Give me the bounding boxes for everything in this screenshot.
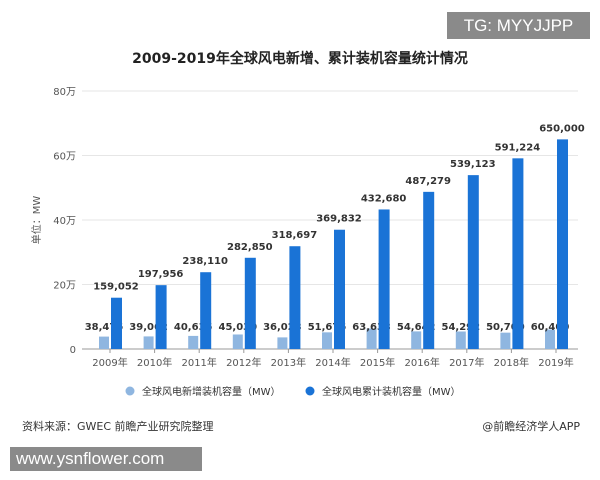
x-tick-label: 2017年	[449, 356, 484, 369]
source-note: 资料来源：GWEC 前瞻产业研究院整理	[22, 420, 214, 433]
bar-new	[99, 336, 109, 349]
y-axis-label: 单位：MW	[30, 196, 43, 245]
data-label: 487,279	[405, 176, 451, 187]
bar-cumulative	[423, 191, 435, 349]
credit-note: @前瞻经济学人APP	[482, 420, 580, 433]
data-label: 318,697	[272, 230, 318, 241]
y-tick-label: 0	[70, 345, 76, 356]
bar-new	[277, 337, 288, 349]
bar-cumulative	[289, 246, 301, 349]
watermark-bottom: www.ysnflower.com	[10, 447, 202, 471]
data-label: 282,850	[227, 242, 273, 253]
data-label: 650,000	[539, 123, 585, 134]
data-label: 51,675	[308, 322, 347, 333]
bar-new	[322, 332, 332, 349]
data-label: 38,475	[85, 322, 124, 333]
bar-cumulative	[467, 175, 479, 349]
data-label: 54,642	[397, 322, 436, 333]
y-tick-label: 60万	[53, 152, 76, 163]
bar-cumulative	[334, 229, 345, 349]
legend-label: 全球风电新增装机容量（MW）	[142, 385, 281, 398]
data-label: 39,062	[129, 322, 168, 333]
watermark-top: TG: MYYJJPP	[447, 12, 590, 39]
y-tick-label: 40万	[53, 216, 76, 227]
data-label: 36,023	[263, 322, 302, 333]
legend-marker	[125, 386, 135, 396]
x-tick-label: 2012年	[226, 356, 261, 369]
x-tick-label: 2011年	[181, 356, 216, 369]
bar-new	[366, 328, 377, 349]
bar-new	[545, 329, 555, 349]
data-label: 63,633	[352, 322, 391, 333]
bar-cumulative	[200, 272, 212, 349]
x-tick-label: 2014年	[315, 356, 350, 369]
data-label: 50,700	[486, 322, 525, 333]
data-label: 369,832	[316, 214, 362, 225]
x-tick-label: 2015年	[360, 356, 395, 369]
x-tick-label: 2018年	[494, 356, 529, 369]
bar-new	[500, 332, 511, 349]
bar-new	[232, 334, 243, 349]
data-label: 197,956	[138, 269, 184, 280]
data-label: 159,052	[93, 282, 139, 293]
bar-new	[188, 335, 199, 349]
bar-cumulative	[155, 285, 167, 349]
data-label: 432,680	[361, 193, 407, 204]
x-tick-label: 2009年	[92, 356, 127, 369]
x-tick-label: 2019年	[538, 356, 573, 369]
y-tick-label: 80万	[53, 87, 76, 98]
bar-cumulative	[557, 139, 568, 349]
x-tick-label: 2010年	[137, 356, 172, 369]
data-label: 238,110	[182, 256, 228, 267]
bar-cumulative	[512, 158, 524, 349]
data-label: 45,030	[219, 322, 258, 333]
bar-cumulative	[111, 297, 122, 349]
bar-new	[143, 336, 154, 349]
legend-marker	[305, 386, 315, 396]
data-label: 539,123	[450, 159, 496, 170]
data-label: 591,224	[495, 142, 541, 153]
data-label: 60,400	[531, 322, 570, 333]
chart-title: 2009-2019年全球风电新增、累计装机容量统计情况	[132, 51, 468, 67]
data-label: 54,292	[442, 322, 481, 333]
x-tick-label: 2013年	[271, 356, 306, 369]
bar-new	[455, 331, 466, 349]
x-tick-label: 2016年	[404, 356, 439, 369]
y-tick-label: 20万	[53, 281, 76, 292]
bar-cumulative	[244, 257, 256, 349]
legend-label: 全球风电累计装机容量（MW）	[322, 385, 461, 398]
bar-new	[411, 331, 422, 349]
bar-cumulative	[378, 209, 390, 349]
data-label: 40,635	[174, 322, 213, 333]
